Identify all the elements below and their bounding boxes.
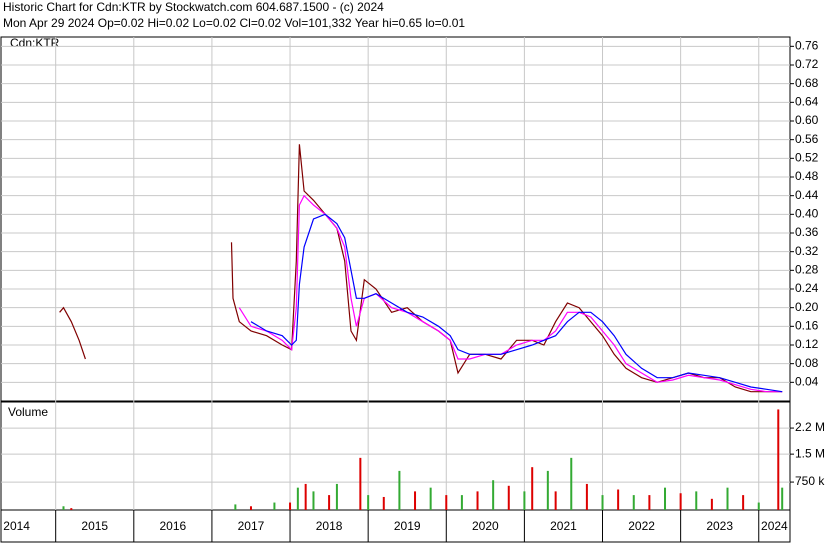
volume-bar bbox=[601, 495, 604, 510]
volume-bar bbox=[234, 504, 237, 510]
volume-bar bbox=[367, 495, 370, 510]
x-tick-label: 2017 bbox=[238, 519, 265, 533]
year-frame bbox=[0, 509, 791, 543]
volume-bar bbox=[710, 498, 713, 510]
volume-bar bbox=[62, 506, 65, 510]
volume-bar bbox=[273, 502, 276, 510]
y-tick-label: 0.16 bbox=[795, 319, 819, 333]
header-line: Historic Chart for Cdn:KTR by Stockwatch… bbox=[3, 0, 384, 14]
y-tick-label: 0.44 bbox=[795, 188, 819, 202]
y-tick-label: 0.36 bbox=[795, 225, 819, 239]
volume-bar bbox=[445, 495, 448, 510]
y-tick-label: 0.04 bbox=[795, 375, 819, 389]
price-line bbox=[59, 144, 783, 393]
x-tick-label: 2018 bbox=[316, 519, 343, 533]
volume-bar bbox=[695, 491, 698, 510]
volume-bar bbox=[289, 502, 292, 510]
volume-bar bbox=[632, 495, 635, 510]
volume-bar bbox=[742, 495, 745, 510]
volume-bar bbox=[429, 487, 432, 510]
volume-bar bbox=[757, 502, 760, 510]
panel-title: Volume bbox=[8, 405, 48, 419]
volume-bar bbox=[312, 491, 315, 510]
price-frame bbox=[0, 36, 791, 402]
x-tick-label: 2024 bbox=[761, 519, 788, 533]
volume-bar bbox=[617, 489, 620, 510]
volume-bar bbox=[570, 457, 573, 510]
y-tick-label: 0.68 bbox=[795, 76, 819, 90]
volume-bar bbox=[414, 491, 417, 510]
y-tick-label: 1.5 M bbox=[795, 446, 825, 460]
price-line bbox=[250, 213, 783, 393]
volume-bar bbox=[70, 508, 73, 510]
volume-bar bbox=[777, 409, 780, 510]
y-tick-label: 2.2 M bbox=[795, 420, 825, 434]
volume-bar bbox=[531, 467, 534, 510]
volume-bar bbox=[648, 495, 651, 510]
y-tick-label: 0.52 bbox=[795, 151, 819, 165]
y-tick-label: 0.24 bbox=[795, 281, 819, 295]
y-tick-label: 0.12 bbox=[795, 337, 819, 351]
volume-bar bbox=[664, 487, 667, 510]
volume-bar bbox=[328, 495, 331, 510]
x-tick-label: 2014 bbox=[3, 519, 30, 533]
x-tick-label: 2016 bbox=[160, 519, 187, 533]
x-tick-label: 2021 bbox=[550, 519, 577, 533]
y-tick-label: 0.48 bbox=[795, 169, 819, 183]
y-tick-label: 0.20 bbox=[795, 300, 819, 314]
volume-bar bbox=[249, 506, 252, 510]
y-tick-label: 0.76 bbox=[795, 39, 819, 53]
volume-bar bbox=[781, 487, 784, 510]
y-tick-label: 0.08 bbox=[795, 356, 819, 370]
x-tick-label: 2019 bbox=[394, 519, 421, 533]
volume-bar bbox=[460, 495, 463, 510]
volume-frame bbox=[0, 401, 791, 511]
volume-bar bbox=[476, 491, 479, 510]
x-tick-label: 2020 bbox=[472, 519, 499, 533]
y-tick-label: 0.60 bbox=[795, 113, 819, 127]
volume-bar bbox=[296, 487, 299, 510]
y-tick-label: 0.64 bbox=[795, 95, 819, 109]
volume-bar bbox=[492, 480, 495, 510]
volume-bar bbox=[554, 491, 557, 510]
volume-bar bbox=[523, 491, 526, 510]
volume-bar bbox=[585, 483, 588, 510]
price-line bbox=[238, 194, 783, 393]
y-tick-label: 0.32 bbox=[795, 244, 819, 258]
x-tick-label: 2023 bbox=[706, 519, 733, 533]
volume-bar bbox=[359, 457, 362, 510]
y-tick-label: 750 k bbox=[795, 474, 825, 488]
volume-bar bbox=[679, 493, 682, 510]
volume-bar bbox=[507, 485, 510, 510]
volume-bar bbox=[398, 470, 401, 510]
y-tick-label: 0.40 bbox=[795, 207, 819, 221]
y-tick-label: 0.72 bbox=[795, 57, 819, 71]
header-line: Mon Apr 29 2024 Op=0.02 Hi=0.02 Lo=0.02 … bbox=[3, 16, 465, 30]
volume-bar bbox=[726, 487, 729, 510]
y-tick-label: 0.56 bbox=[795, 132, 819, 146]
x-tick-label: 2015 bbox=[81, 519, 108, 533]
volume-bar bbox=[382, 496, 385, 510]
volume-bar bbox=[546, 470, 549, 510]
x-tick-label: 2022 bbox=[628, 519, 655, 533]
panel-title: Cdn:KTR bbox=[10, 36, 60, 50]
volume-bar bbox=[335, 483, 338, 510]
volume-bar bbox=[304, 483, 307, 510]
y-tick-label: 0.28 bbox=[795, 263, 819, 277]
